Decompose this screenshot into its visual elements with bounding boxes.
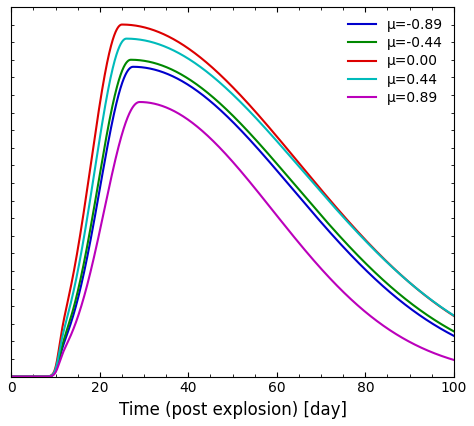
μ=-0.89 — [85, 250, 91, 256]
Line: μ=-0.89: μ=-0.89 — [11, 67, 454, 377]
μ=0.89 — [178, 112, 184, 118]
Line: μ=0.89: μ=0.89 — [11, 102, 454, 377]
μ=0.89 — [137, 99, 143, 104]
Line: μ=0.00: μ=0.00 — [11, 25, 454, 377]
Line: μ=0.44: μ=0.44 — [11, 39, 454, 377]
μ=0.89 — [198, 127, 203, 132]
μ=0.00 — [9, 374, 14, 379]
μ=0.44 — [395, 270, 401, 275]
μ=0.44 — [198, 64, 203, 69]
μ=-0.89 — [451, 333, 457, 338]
μ=-0.44 — [178, 72, 184, 77]
μ=0.89 — [395, 333, 401, 338]
μ=0.00 — [119, 22, 125, 27]
μ=0.44 — [442, 308, 448, 313]
μ=0.44 — [124, 36, 129, 41]
Legend: μ=-0.89, μ=-0.44, μ=0.00, μ=0.44, μ=0.89: μ=-0.89, μ=-0.44, μ=0.00, μ=0.44, μ=0.89 — [344, 14, 447, 109]
μ=-0.44 — [198, 84, 203, 89]
μ=0.00 — [395, 269, 401, 274]
μ=0.44 — [59, 337, 64, 342]
μ=-0.44 — [442, 324, 448, 329]
Line: μ=-0.44: μ=-0.44 — [11, 60, 454, 377]
μ=-0.89 — [178, 78, 184, 83]
μ=-0.89 — [59, 348, 64, 353]
μ=-0.89 — [9, 374, 14, 379]
μ=0.89 — [85, 279, 91, 284]
μ=0.89 — [59, 353, 64, 358]
μ=-0.44 — [395, 290, 401, 295]
μ=-0.44 — [9, 374, 14, 379]
μ=0.00 — [59, 328, 64, 333]
μ=0.00 — [451, 314, 457, 319]
μ=-0.44 — [451, 329, 457, 334]
μ=-0.44 — [85, 239, 91, 244]
μ=0.89 — [9, 374, 14, 379]
μ=0.00 — [198, 55, 203, 60]
μ=0.44 — [178, 52, 184, 57]
μ=-0.89 — [442, 329, 448, 334]
μ=-0.89 — [130, 64, 136, 69]
μ=0.89 — [451, 357, 457, 363]
μ=-0.44 — [128, 57, 134, 62]
μ=-0.89 — [395, 296, 401, 301]
μ=0.89 — [442, 355, 448, 360]
μ=0.00 — [442, 308, 448, 313]
μ=0.44 — [9, 374, 14, 379]
μ=-0.44 — [59, 345, 64, 350]
X-axis label: Time (post explosion) [day]: Time (post explosion) [day] — [118, 401, 346, 419]
μ=0.44 — [85, 210, 91, 215]
μ=0.00 — [178, 41, 184, 46]
μ=0.00 — [85, 181, 91, 186]
μ=-0.89 — [198, 91, 203, 96]
μ=0.44 — [451, 313, 457, 318]
